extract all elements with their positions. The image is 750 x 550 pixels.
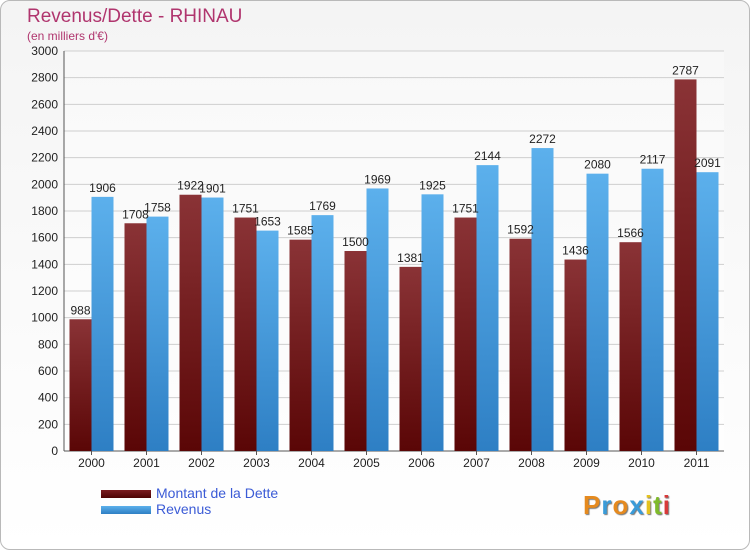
x-tick-label: 2008 xyxy=(518,456,545,470)
y-tick-label: 1200 xyxy=(31,284,58,298)
bar-dette xyxy=(124,223,147,451)
data-label-dette: 1592 xyxy=(507,223,534,237)
bar-dette xyxy=(509,238,532,451)
data-label-revenus: 1969 xyxy=(364,172,391,186)
data-label-revenus: 1758 xyxy=(144,201,171,215)
bar-dette xyxy=(619,242,642,451)
bar-revenus xyxy=(311,215,334,451)
bar-dette xyxy=(454,217,477,451)
legend-label-dette: Montant de la Dette xyxy=(156,485,279,501)
bar-dette xyxy=(289,239,312,451)
data-label-dette: 1585 xyxy=(287,224,314,238)
bar-revenus xyxy=(91,196,114,451)
data-label-revenus: 1925 xyxy=(419,178,446,192)
data-label-dette: 1436 xyxy=(562,244,589,258)
data-label-dette: 1381 xyxy=(397,251,424,265)
logo-letter: o xyxy=(612,490,630,520)
chart-title: Revenus/Dette - RHINAU xyxy=(27,6,243,27)
data-label-revenus: 1906 xyxy=(89,181,116,195)
chart-subtitle: (en milliers d'€) xyxy=(27,29,108,43)
legend-swatch-dette xyxy=(101,490,151,498)
bar-revenus xyxy=(256,230,279,451)
y-tick-label: 0 xyxy=(51,444,58,458)
logo-letter: i xyxy=(662,490,671,520)
bar-dette xyxy=(234,217,257,451)
data-label-dette: 1708 xyxy=(122,207,149,221)
x-tick-label: 2006 xyxy=(408,456,435,470)
data-label-dette: 1500 xyxy=(342,235,369,249)
data-label-revenus: 2080 xyxy=(584,158,611,172)
data-label-revenus: 2117 xyxy=(640,153,666,167)
data-label-dette: 988 xyxy=(70,303,90,317)
x-tick-label: 2005 xyxy=(353,456,380,470)
data-label-revenus: 1653 xyxy=(254,215,281,229)
data-label-dette: 1751 xyxy=(452,202,479,216)
y-tick-label: 2200 xyxy=(31,151,58,165)
y-tick-label: 400 xyxy=(38,391,58,405)
bar-revenus xyxy=(696,172,719,451)
y-tick-label: 2400 xyxy=(31,124,58,138)
y-tick-label: 2600 xyxy=(31,97,58,111)
proxiti-logo: Proxiti xyxy=(583,490,671,521)
data-label-revenus: 1901 xyxy=(199,182,226,196)
x-tick-label: 2001 xyxy=(133,456,160,470)
data-label-dette: 1566 xyxy=(617,226,644,240)
bar-revenus xyxy=(586,173,609,451)
logo-letter: x xyxy=(629,490,645,520)
y-tick-label: 2800 xyxy=(31,71,58,85)
bar-dette xyxy=(564,259,587,451)
legend-swatch-revenus xyxy=(101,506,151,514)
x-tick-label: 2007 xyxy=(463,456,490,470)
data-label-revenus: 1769 xyxy=(309,199,336,213)
bar-revenus xyxy=(641,168,664,451)
bar-revenus xyxy=(201,197,224,451)
legend-label-revenus: Revenus xyxy=(156,501,212,517)
x-tick-label: 2009 xyxy=(573,456,600,470)
bar-revenus xyxy=(421,194,444,452)
logo-letter: i xyxy=(644,490,654,520)
logo-letter: t xyxy=(653,490,663,520)
y-tick-label: 1400 xyxy=(31,257,58,271)
data-label-dette: 1922 xyxy=(177,179,204,193)
y-tick-label: 3000 xyxy=(31,44,58,58)
bar-revenus xyxy=(531,148,554,452)
plot-area xyxy=(64,51,724,451)
bar-revenus xyxy=(146,216,169,451)
logo-letter: P xyxy=(583,490,602,520)
y-tick-label: 1600 xyxy=(31,231,58,245)
y-tick-label: 600 xyxy=(38,364,58,378)
data-label-revenus: 2272 xyxy=(529,132,556,146)
data-label-dette: 2787 xyxy=(672,63,699,77)
bar-revenus xyxy=(476,165,499,451)
bar-dette xyxy=(179,194,202,451)
x-tick-label: 2010 xyxy=(628,456,655,470)
y-tick-label: 1800 xyxy=(31,204,58,218)
x-tick-label: 2000 xyxy=(78,456,105,470)
y-tick-label: 2000 xyxy=(31,177,58,191)
bar-dette xyxy=(674,79,697,452)
logo-letter: r xyxy=(601,490,613,520)
x-tick-label: 2004 xyxy=(298,456,325,470)
data-label-revenus: 2144 xyxy=(474,149,501,163)
x-tick-label: 2003 xyxy=(243,456,270,470)
data-label-revenus: 2091 xyxy=(694,156,721,170)
x-tick-label: 2011 xyxy=(684,456,710,470)
y-tick-label: 800 xyxy=(38,337,58,351)
bar-dette xyxy=(344,251,367,451)
bar-revenus xyxy=(366,188,389,451)
data-label-dette: 1751 xyxy=(232,202,259,216)
y-tick-label: 200 xyxy=(38,417,58,431)
x-tick-label: 2002 xyxy=(188,456,215,470)
bar-dette xyxy=(399,266,422,451)
bar-dette xyxy=(69,319,92,451)
y-tick-label: 1000 xyxy=(31,311,58,325)
